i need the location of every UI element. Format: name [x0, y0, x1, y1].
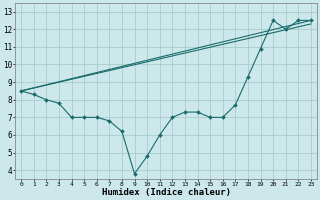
X-axis label: Humidex (Indice chaleur): Humidex (Indice chaleur) — [101, 188, 230, 197]
